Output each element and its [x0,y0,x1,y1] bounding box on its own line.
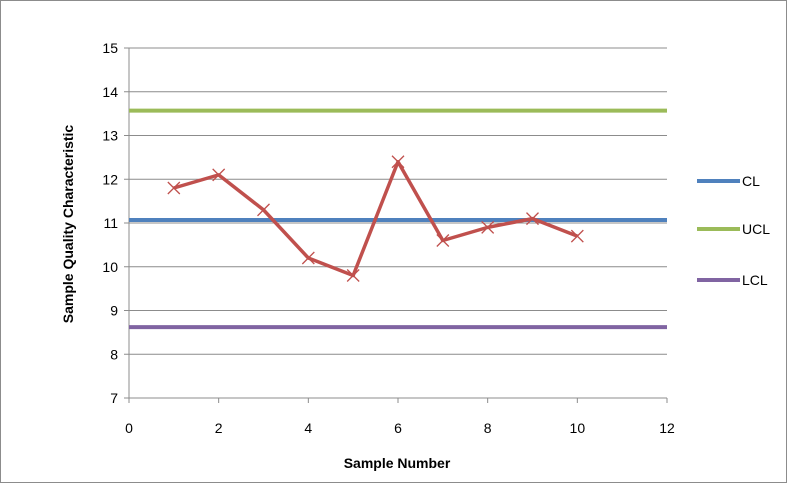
data-point-marker [481,220,495,234]
y-tick-label: 15 [102,40,118,56]
x-tick-label: 2 [215,420,223,436]
y-tick-label: 10 [102,259,118,275]
data-point-marker [436,234,450,247]
x-tick-label: 4 [304,420,312,436]
y-tick-label: 14 [102,84,118,100]
data-point-marker [212,168,226,182]
y-tick-labels: 7 8 9 10 11 12 13 14 15 [102,40,118,406]
x-tick-labels: 0 2 4 6 8 10 12 [125,420,675,436]
y-tick-label: 13 [102,128,118,144]
x-axis-title: Sample Number [344,455,451,471]
sample-series-line [173,160,578,278]
data-point-marker [346,269,360,282]
y-tick-label: 7 [110,390,118,406]
reference-lines [129,108,667,330]
data-point-marker [570,229,584,243]
data-point-marker [301,251,315,265]
x-tick-label: 0 [125,420,133,436]
data-point-marker [257,203,270,217]
x-tick-label: 8 [484,420,492,436]
legend-label-lcl: LCL [742,272,768,288]
x-tick-label: 6 [394,420,402,436]
y-axis-title: Sample Quality Characteristic [60,125,76,324]
y-tick-label: 9 [110,303,118,319]
data-point-marker [526,212,539,226]
legend-label-ucl: UCL [742,221,770,237]
legend-label-cl: CL [742,173,760,189]
x-tick-label: 10 [570,420,586,436]
data-point-marker [391,155,405,169]
gridlines [129,47,667,355]
data-point-marker [167,181,181,195]
x-tick-label: 12 [659,420,675,436]
sample-series [167,155,584,282]
y-tick-label: 12 [102,171,118,187]
y-tick-label: 11 [103,215,118,231]
legend: CL UCL LCL [697,173,770,288]
axes [124,47,668,403]
y-tick-label: 8 [110,346,118,362]
